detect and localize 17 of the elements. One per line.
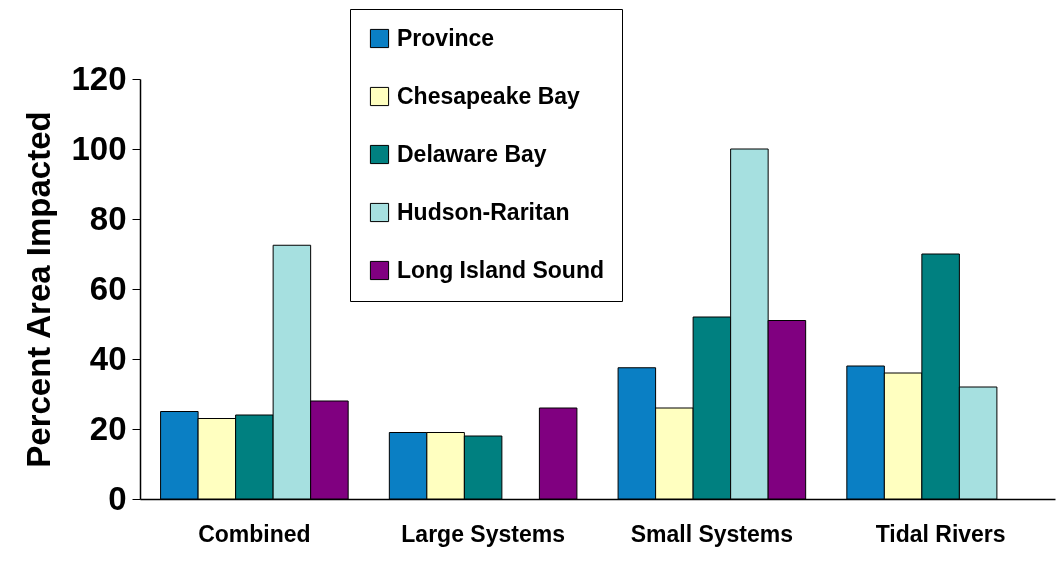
legend-label: Delaware Bay (397, 140, 547, 167)
x-tick-label: Large Systems (401, 520, 565, 547)
y-tick-label: 60 (89, 269, 127, 307)
x-tick-label: Combined (198, 520, 311, 547)
legend-label: Hudson-Raritan (397, 198, 570, 225)
x-tick-label: Small Systems (630, 520, 794, 547)
x-tick-label: Tidal Rivers (875, 520, 1006, 547)
y-tick-label: 100 (71, 129, 127, 167)
legend-label: Long Island Sound (397, 256, 604, 283)
y-tick-label: 40 (89, 339, 127, 377)
y-tick-label: 80 (89, 199, 127, 237)
y-axis-title: Percent Area Impacted (20, 111, 58, 468)
y-tick-label: 20 (89, 409, 127, 447)
legend-label: Province (397, 24, 495, 51)
y-tick-label: 120 (71, 59, 127, 97)
legend-label: Chesapeake Bay (397, 82, 581, 109)
y-tick-label: 0 (108, 479, 127, 517)
